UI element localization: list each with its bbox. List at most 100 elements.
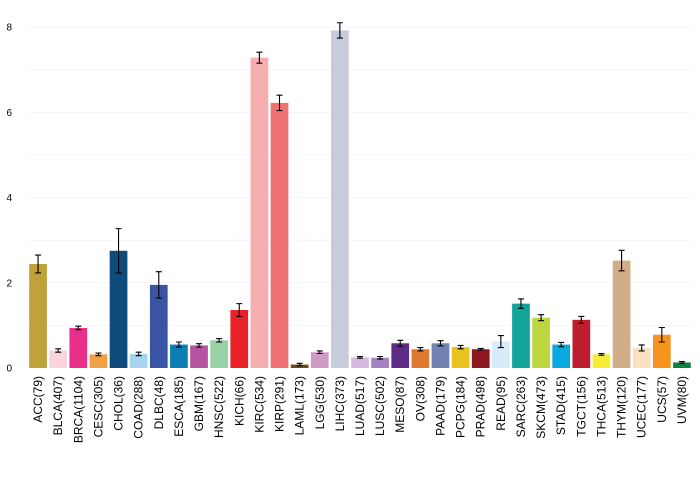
x-tick-label: UCS(57) xyxy=(655,376,669,423)
x-tick-label: LGG(530) xyxy=(313,376,327,429)
x-tick-label: LUAD(517) xyxy=(353,376,367,436)
error-bar xyxy=(678,361,685,364)
error-bar xyxy=(538,314,545,322)
error-bar xyxy=(658,326,665,343)
error-bar xyxy=(115,228,122,274)
error-bar xyxy=(55,348,62,353)
bar xyxy=(29,263,47,368)
error-bar xyxy=(216,338,223,343)
bar xyxy=(673,362,691,368)
x-tick-label: ACC(79) xyxy=(31,376,45,423)
bar xyxy=(149,284,168,368)
error-bar xyxy=(95,352,102,357)
x-tick-label: PCPG(184) xyxy=(454,376,468,438)
error-bar xyxy=(135,351,142,357)
bar xyxy=(652,334,671,368)
y-tick-label: 6 xyxy=(6,108,12,119)
x-tick-label: KIRP(291) xyxy=(273,376,287,432)
x-tick-label: COAD(288) xyxy=(132,376,146,439)
x-tick-label: UCEC(177) xyxy=(635,376,649,438)
bar xyxy=(371,357,389,368)
bar xyxy=(632,347,651,368)
bar xyxy=(552,344,571,368)
bar xyxy=(250,57,269,368)
x-tick-label: THCA(513) xyxy=(594,376,608,437)
error-bars xyxy=(35,22,685,367)
error-bar xyxy=(457,344,464,350)
bar xyxy=(89,354,108,368)
x-tick-label: UVM(80) xyxy=(675,376,689,424)
bar xyxy=(471,349,490,368)
bar xyxy=(190,345,208,368)
error-bar xyxy=(155,271,162,299)
bar xyxy=(129,353,148,368)
x-tick-label: ESCA(185) xyxy=(172,376,186,437)
error-bar xyxy=(598,352,605,356)
error-bar xyxy=(256,51,263,64)
x-tick-label: KIRC(534) xyxy=(252,376,266,433)
error-bar xyxy=(638,344,645,352)
error-bar xyxy=(236,303,243,317)
grid-lines xyxy=(28,26,692,326)
error-bar xyxy=(357,355,363,359)
bar xyxy=(331,30,349,368)
x-tick-label: SARC(263) xyxy=(514,376,528,437)
x-tick-label: BLCA(407) xyxy=(51,376,65,435)
x-tick-label: CESC(305) xyxy=(91,376,105,437)
x-tick-label: LAML(173) xyxy=(293,376,307,435)
x-tick-label: LUSC(502) xyxy=(373,376,387,436)
error-bar xyxy=(517,298,524,309)
error-bar xyxy=(558,341,565,348)
error-bar xyxy=(196,343,203,348)
error-bar xyxy=(316,350,323,355)
bar xyxy=(592,354,611,368)
x-tick-label: OV(308) xyxy=(413,376,427,421)
y-tick-label: 4 xyxy=(6,193,12,204)
error-bar xyxy=(276,94,283,112)
y-tick-label: 0 xyxy=(6,364,12,375)
bar xyxy=(532,317,550,368)
bar xyxy=(572,319,591,368)
x-tick-label: LIHC(373) xyxy=(333,376,347,431)
x-tick-label: THYM(120) xyxy=(615,376,629,438)
bar xyxy=(270,102,289,368)
bar xyxy=(210,340,229,368)
error-bar xyxy=(336,22,343,39)
bar xyxy=(491,341,510,368)
y-tick-label: 2 xyxy=(6,278,12,289)
bar xyxy=(431,343,450,368)
bar xyxy=(109,250,128,368)
error-bar xyxy=(417,346,424,352)
error-bar xyxy=(618,249,625,272)
error-bar xyxy=(296,362,303,367)
x-tick-label: STAD(415) xyxy=(554,376,568,435)
bar xyxy=(612,260,631,368)
error-bar xyxy=(35,254,42,274)
bar xyxy=(391,343,410,368)
error-bar xyxy=(397,339,404,347)
error-bar xyxy=(578,315,585,324)
x-tick-label: CHOL(36) xyxy=(112,376,126,431)
error-bar xyxy=(477,347,484,351)
y-axis: 0 2 4 6 8 xyxy=(6,23,12,375)
bar xyxy=(512,303,530,368)
y-tick-label: 8 xyxy=(6,23,12,34)
bar xyxy=(351,357,369,368)
error-bar xyxy=(497,335,504,349)
x-tick-label: MESO(87) xyxy=(393,376,407,433)
bars xyxy=(29,30,691,368)
x-tick-label: PRAD(498) xyxy=(474,376,488,437)
x-tick-label: READ(95) xyxy=(494,376,508,431)
bar xyxy=(49,350,68,368)
x-tick-label: HNSC(522) xyxy=(212,376,226,438)
x-tick-label: DLBC(48) xyxy=(152,376,166,429)
x-tick-label: SKCM(473) xyxy=(534,376,548,439)
x-tick-label: TGCT(156) xyxy=(574,376,588,437)
bar xyxy=(310,352,329,368)
x-tick-label: GBM(167) xyxy=(192,376,206,431)
bar xyxy=(230,310,249,368)
error-bar xyxy=(75,325,82,331)
x-tick-label: KICH(66) xyxy=(232,376,246,426)
error-bar xyxy=(175,341,182,348)
